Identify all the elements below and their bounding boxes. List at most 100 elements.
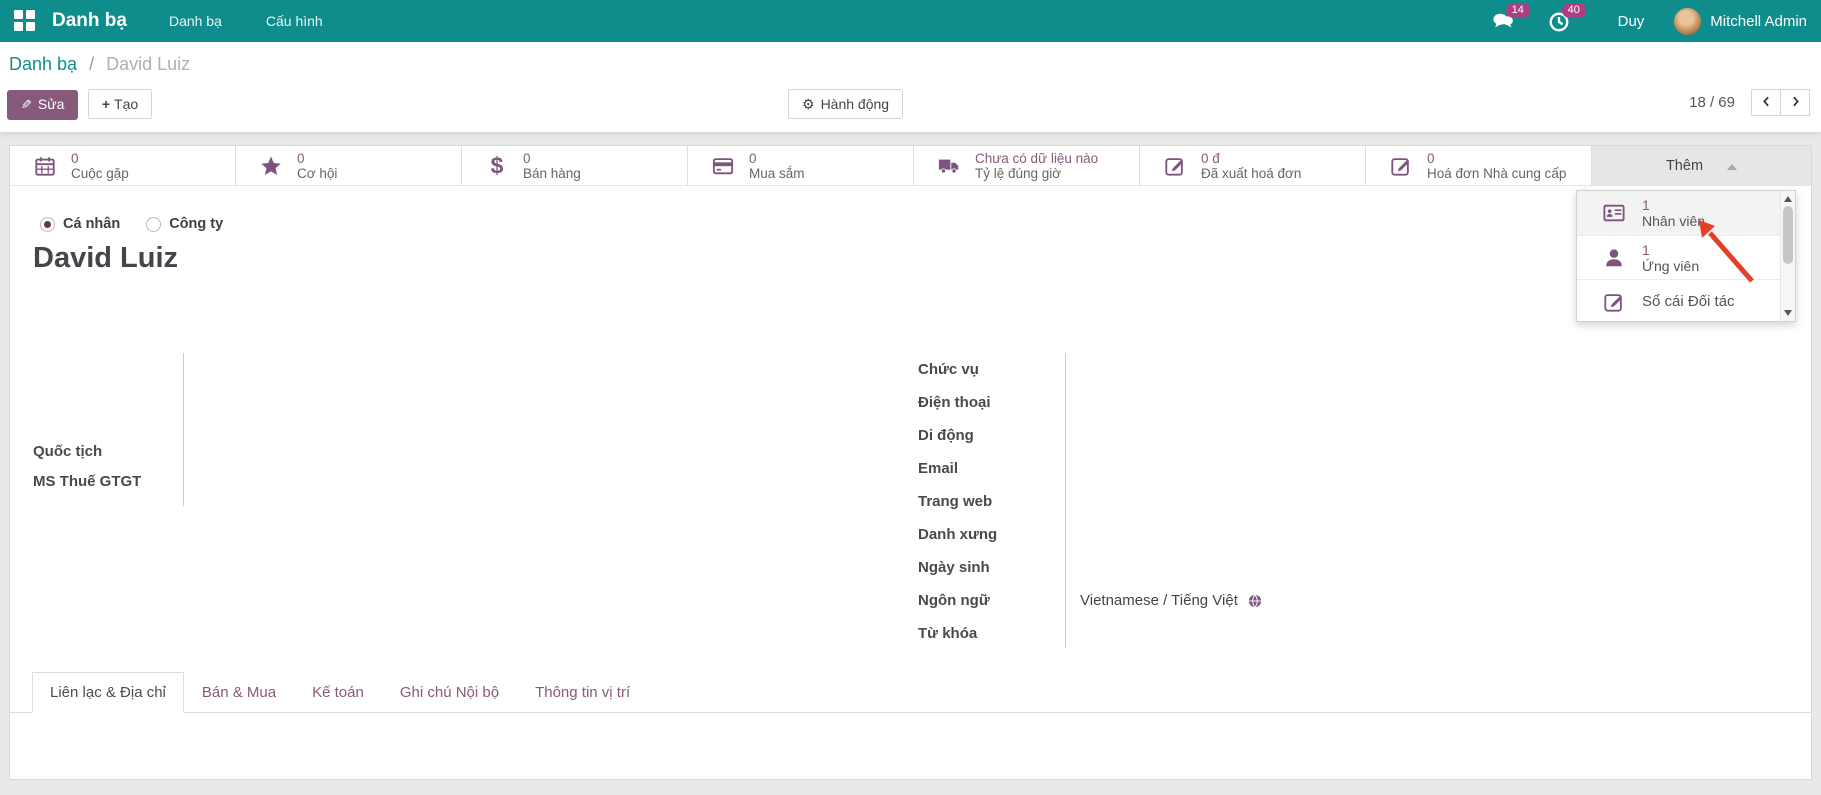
create-button[interactable]: + Tạo (87, 89, 153, 119)
chevron-left-icon (1760, 95, 1773, 111)
field-values-right: Vietnamese / Tiếng Việt (1066, 353, 1486, 650)
top-navbar: Danh bạ Danh bạ Cấu hình 14 40 Duy (0, 0, 1821, 42)
dropdown-item-applicants[interactable]: 1 Ứng viên (1577, 235, 1795, 279)
field-label-email: Email (918, 460, 959, 477)
stat-button-invoiced[interactable]: 0 đ Đã xuất hoá đơn (1140, 146, 1366, 185)
field-value-nationality[interactable] (198, 353, 604, 386)
navbar-right: 14 40 Duy Mitchell Admin (1492, 3, 1807, 37)
field-group-left: Quốc tịch MS Thuế GTGT (24, 353, 604, 506)
radio-dot-selected[interactable] (40, 216, 55, 232)
stat-button-meetings[interactable]: 0 Cuộc gặp (10, 146, 236, 185)
user-icon (1603, 247, 1625, 269)
field-label-title: Danh xưng (918, 526, 998, 543)
svg-text:$: $ (491, 155, 504, 177)
field-value-phone[interactable] (1080, 386, 1486, 419)
field-label-mobile: Di động (918, 427, 974, 444)
action-menu-button[interactable]: ⚙ Hành động (788, 89, 904, 119)
field-value-email[interactable] (1080, 452, 1486, 485)
field-value-mobile[interactable] (1080, 419, 1486, 452)
form-sheet: 0 Cuộc gặp 0 Cơ hội $ 0 Bán hàng 0 Mua sắm (9, 145, 1812, 780)
credit-card-icon (712, 155, 734, 177)
field-value-language[interactable]: Vietnamese / Tiếng Việt (1080, 584, 1486, 617)
field-label-job-position: Chức vụ (918, 361, 979, 378)
gear-icon: ⚙ (802, 95, 815, 112)
menu-configuration[interactable]: Cấu hình (265, 13, 323, 29)
field-values-left (184, 353, 604, 506)
field-value-website[interactable] (1080, 485, 1486, 518)
field-label-language: Ngôn ngữ (918, 592, 990, 609)
field-labels-left: Quốc tịch MS Thuế GTGT (24, 353, 184, 506)
tab-sales-purchase[interactable]: Bán & Mua (201, 684, 277, 701)
breadcrumb: Danh bạ / David Luiz (9, 54, 190, 75)
navbar-menu: Danh bạ Cấu hình (169, 13, 323, 29)
field-label-birthdate: Ngày sinh (918, 559, 990, 576)
messages-button[interactable]: 14 (1492, 3, 1530, 37)
stat-button-sales[interactable]: $ 0 Bán hàng (462, 146, 688, 185)
company-type-radio-group: Cá nhân Công ty (40, 216, 223, 232)
tab-internal-notes[interactable]: Ghi chú Nội bộ (399, 684, 500, 701)
scroll-up-icon[interactable] (1784, 196, 1792, 202)
field-value-tags[interactable] (1080, 617, 1486, 650)
field-group-right: Chức vụ Điện thoại Di động Email Trang w… (909, 353, 1486, 650)
navbar-left: Danh bạ Danh bạ Cấu hình (14, 10, 323, 32)
tab-accounting[interactable]: Kế toán (312, 684, 364, 701)
pencil-icon: ✎ (21, 97, 32, 112)
field-label-tags: Từ khóa (918, 625, 978, 642)
company-switcher[interactable]: Duy (1617, 12, 1645, 30)
more-dropdown-menu: 1 Nhân viên 1 Ứng viên Sổ cái Đối tác (1576, 190, 1796, 322)
clock-icon (1548, 12, 1570, 37)
avatar (1674, 7, 1702, 35)
breadcrumb-separator: / (89, 54, 95, 74)
breadcrumb-parent[interactable]: Danh bạ (9, 54, 78, 74)
pager-next-button[interactable] (1780, 89, 1810, 116)
journal-edit-icon (1603, 291, 1625, 313)
scrollbar-thumb[interactable] (1783, 206, 1793, 264)
user-menu[interactable]: Mitchell Admin (1674, 7, 1807, 35)
pager-value: 18 / 69 (1689, 94, 1735, 111)
stat-button-purchases[interactable]: 0 Mua sắm (688, 146, 914, 185)
chat-bubbles-icon (1492, 13, 1514, 37)
stat-button-row: 0 Cuộc gặp 0 Cơ hội $ 0 Bán hàng 0 Mua sắm (10, 146, 1811, 186)
field-label-phone: Điện thoại (918, 394, 991, 411)
apps-grid-icon[interactable] (14, 10, 36, 32)
truck-icon (938, 155, 960, 177)
star-icon (260, 155, 282, 177)
calendar-icon (34, 155, 56, 177)
radio-dot[interactable] (146, 216, 162, 232)
radio-company[interactable]: Công ty (146, 216, 223, 232)
plus-icon: + (101, 96, 111, 112)
field-value-title[interactable] (1080, 518, 1486, 551)
contact-name: David Luiz (33, 242, 179, 274)
tab-contacts-addresses[interactable]: Liên lạc & Địa chỉ (32, 672, 184, 713)
field-label-nationality: Quốc tịch (33, 442, 103, 460)
activities-badge: 40 (1561, 3, 1586, 18)
field-label-website: Trang web (918, 493, 993, 510)
field-value-job-position[interactable] (1080, 353, 1486, 386)
radio-individual[interactable]: Cá nhân (40, 216, 120, 232)
dropdown-item-partner-ledger[interactable]: Sổ cái Đối tác (1577, 279, 1795, 323)
activities-button[interactable]: 40 (1548, 3, 1586, 37)
field-value-vat[interactable] (198, 386, 604, 419)
edit-button[interactable]: ✎ Sửa (7, 89, 79, 120)
field-value-birthdate[interactable] (1080, 551, 1486, 584)
tab-location-info[interactable]: Thông tin vị trí (535, 684, 631, 701)
app-title[interactable]: Danh bạ (52, 10, 127, 31)
pager-previous-button[interactable] (1751, 89, 1781, 116)
dropdown-scrollbar[interactable] (1780, 191, 1795, 321)
globe-icon (1248, 594, 1262, 608)
pager: 18 / 69 (1689, 89, 1810, 116)
scroll-down-icon[interactable] (1784, 310, 1792, 316)
dollar-sign-icon: $ (486, 155, 508, 177)
more-button[interactable]: Thêm (1592, 146, 1811, 185)
dropdown-item-employees[interactable]: 1 Nhân viên (1577, 191, 1795, 235)
stat-button-vendor-bills[interactable]: 0 Hoá đơn Nhà cung cấp (1366, 146, 1592, 185)
menu-contacts[interactable]: Danh bạ (168, 13, 222, 29)
stat-button-opportunities[interactable]: 0 Cơ hội (236, 146, 462, 185)
stat-button-on-time-rate[interactable]: Chưa có dữ liệu nào Tỷ lệ đúng giờ (914, 146, 1140, 185)
field-label-vat: MS Thuế GTGT (33, 472, 142, 490)
id-card-icon (1603, 202, 1625, 224)
notebook-tabs: Liên lạc & Địa chỉ Bán & Mua Kế toán Ghi… (10, 670, 1811, 713)
control-panel-buttons: ✎ Sửa + Tạo ⚙ Hành động 18 / 69 (7, 89, 1812, 121)
user-name: Mitchell Admin (1710, 12, 1807, 30)
